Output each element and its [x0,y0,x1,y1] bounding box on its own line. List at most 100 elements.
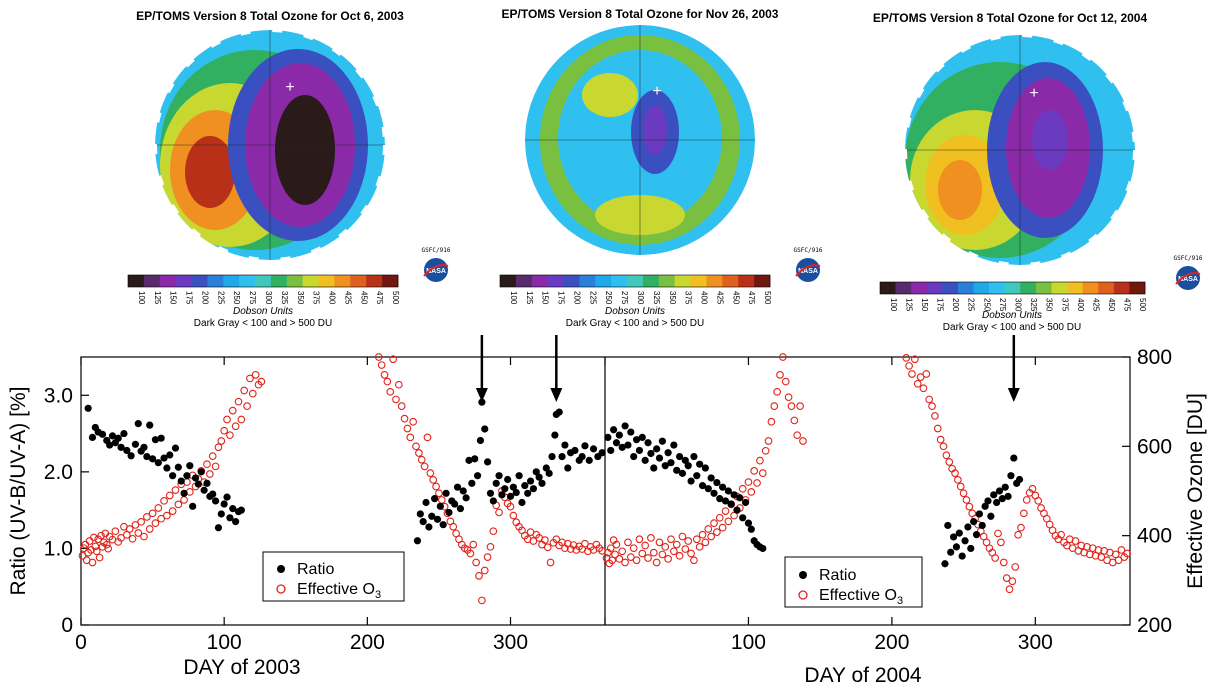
colorbar-swatch [611,275,628,287]
effective-o3-point [220,426,229,435]
map-panel-oct-12-2004: EP/TOMS Version 8 Total Ozone for Oct 12… [873,11,1203,333]
effective-o3-point [489,527,498,536]
effective-o3-point [664,555,672,563]
effective-o3-point [687,549,695,558]
effective-o3-point [629,544,638,553]
colorbar-tick-label: 500 [1138,298,1147,312]
nasa-logo-icon: GSFC/916 NASA [1174,255,1203,290]
ratio-point [209,490,217,498]
colorbar-tick-label: 300 [264,291,273,305]
effective-o3-point [509,511,518,520]
scatter-chart: 0 100 200 300 100 200 300 0 1.0 2.0 3.0 200 400 600 80… [7,335,1207,687]
ratio-point [146,421,154,429]
ratio-point [551,431,559,439]
effective-o3-point [95,553,104,562]
effective-o3-point [78,551,87,560]
effective-o3-point [1117,546,1126,554]
effective-o3-point [761,446,770,455]
ratio-point [736,494,744,502]
effective-o3-point [394,380,403,389]
x-tick-label: 200 [874,631,909,654]
effective-o3-point [756,456,764,465]
ratio-point [972,531,981,539]
colorbar-tick-label: 175 [936,298,945,312]
pole-marker-icon: + [652,83,661,100]
effective-o3-point [131,521,140,529]
ratio-point [724,487,732,495]
colorbar-tick-label: 125 [153,291,162,305]
x-axis-title-2004: DAY of 2004 [804,664,921,687]
effective-o3-point [994,529,1002,538]
effective-o3-point [248,389,257,398]
ratio-point [169,472,177,480]
ratio-point [425,523,433,531]
legend-label-ratio: Ratio [297,561,334,578]
effective-o3-point [1083,542,1091,551]
ratio-point [151,436,160,444]
effective-o3-point [163,511,171,520]
ratio-point [987,512,995,520]
pole-marker-icon: + [285,79,294,96]
colorbar-tick-label: 375 [1060,298,1069,312]
ratio-point [211,497,220,505]
ratio-point [445,508,453,517]
effective-o3-point [672,540,681,549]
colorbar-swatch [895,282,912,294]
ratio-point [529,485,538,493]
colorbar-tick-label: 275 [248,291,257,305]
effective-o3-point [392,395,400,404]
axis-ticks: 0 100 200 300 100 200 300 0 1.0 2.0 3.0 200 400 600 80… [44,346,1172,654]
legend-label-ratio: Ratio [819,567,856,584]
effective-o3-point [148,509,157,518]
effective-o3-point [611,550,619,559]
effective-o3-point [257,377,266,386]
effective-o3-point [415,449,423,457]
colorbar-tick-label: 250 [232,291,241,305]
effective-o3-point [965,502,974,511]
ratio-point [581,442,589,450]
effective-o3-point [647,534,655,542]
colorbar-swatch [690,275,707,287]
ratio-point [229,505,237,513]
effective-o3-point [426,469,435,477]
effective-o3-point [137,517,145,526]
colorbar-tick-label: 175 [185,291,194,305]
effective-o3-point [214,443,223,452]
effective-o3-point [715,513,724,522]
effective-o3-point [999,558,1008,567]
ratio-point [214,524,223,532]
effective-o3-point [1008,577,1017,586]
ratio-point [970,518,978,526]
effective-o3-point [237,415,246,424]
colorbar-swatch [175,275,192,287]
x-tick-label: 100 [207,631,242,654]
ratio-point [217,510,225,518]
ratio-point [558,452,566,461]
svg-text:NASA: NASA [1178,276,1198,283]
effective-o3-point [905,362,913,370]
ratio-point [495,472,503,480]
effective-o3-point [165,491,174,500]
y-tick-label-left: 0 [61,614,73,637]
effective-o3-point [449,522,458,531]
colorbar-tick-label: 400 [1076,298,1085,312]
ratio-point [174,463,182,471]
colorbar-swatch [255,275,272,287]
colorbar-range-note: Dark Gray < 100 and > 500 DU [194,318,332,329]
effective-o3-point [480,566,489,575]
ratio-point [114,434,122,442]
ratio-point [220,500,228,508]
ratio-point [984,497,992,505]
effective-o3-point [684,537,693,545]
y-tick-label-right: 400 [1137,525,1172,548]
effective-o3-point [652,558,661,567]
colorbar-swatch [286,275,304,287]
effective-o3-point [180,496,188,504]
ratio-point [555,408,563,416]
ratio-point [627,428,635,436]
effective-o3-point [991,554,1000,562]
colorbar-swatch [658,275,676,287]
ratio-point [944,521,952,530]
ratio-point [670,441,678,449]
colorbar-swatch [1067,282,1083,294]
